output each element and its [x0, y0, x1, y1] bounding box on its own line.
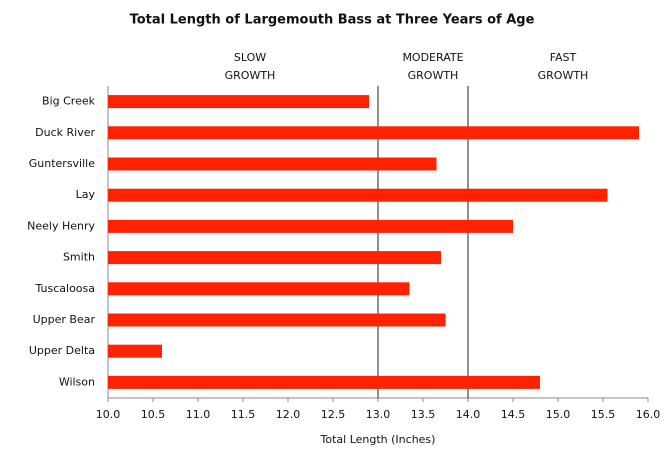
y-tick-label: Neely Henry: [27, 219, 95, 232]
bar: [108, 344, 162, 358]
y-tick-label: Duck River: [35, 126, 95, 139]
zone-label: SLOW: [234, 51, 266, 64]
y-tick-label: Lay: [76, 188, 96, 201]
zone-label: MODERATE: [402, 51, 463, 64]
y-tick-label: Guntersville: [29, 157, 95, 170]
y-tick-label: Upper Delta: [29, 344, 95, 357]
x-tick-label: 10.5: [141, 408, 166, 421]
bar: [108, 313, 446, 327]
y-tick-label: Smith: [63, 251, 95, 264]
y-tick-label: Big Creek: [42, 95, 96, 108]
x-tick-label: 13.0: [366, 408, 391, 421]
x-tick-label: 11.5: [231, 408, 256, 421]
x-axis-label: Total Length (Inches): [320, 433, 436, 446]
zone-label: FAST: [550, 51, 577, 64]
zone-label: GROWTH: [538, 69, 589, 82]
bar: [108, 157, 437, 171]
x-tick-label: 15.0: [546, 408, 571, 421]
x-tick-label: 13.5: [411, 408, 436, 421]
x-tick-label: 12.5: [321, 408, 346, 421]
x-tick-label: 11.0: [186, 408, 211, 421]
x-tick-label: 14.5: [501, 408, 526, 421]
x-tick-label: 16.0: [636, 408, 661, 421]
bar: [108, 126, 639, 140]
bar: [108, 188, 608, 202]
bar: [108, 375, 540, 389]
bar: [108, 95, 369, 109]
bar: [108, 282, 410, 296]
zone-label: GROWTH: [225, 69, 276, 82]
x-tick-label: 10.0: [96, 408, 121, 421]
x-tick-label: 15.5: [591, 408, 616, 421]
bar: [108, 251, 441, 265]
x-tick-label: 12.0: [276, 408, 301, 421]
chart-title: Total Length of Largemouth Bass at Three…: [130, 13, 535, 28]
x-tick-label: 14.0: [456, 408, 481, 421]
y-tick-label: Upper Bear: [33, 313, 96, 326]
bar: [108, 219, 513, 233]
zone-label: GROWTH: [408, 69, 459, 82]
y-tick-label: Tuscaloosa: [34, 282, 95, 295]
y-tick-label: Wilson: [59, 375, 95, 388]
